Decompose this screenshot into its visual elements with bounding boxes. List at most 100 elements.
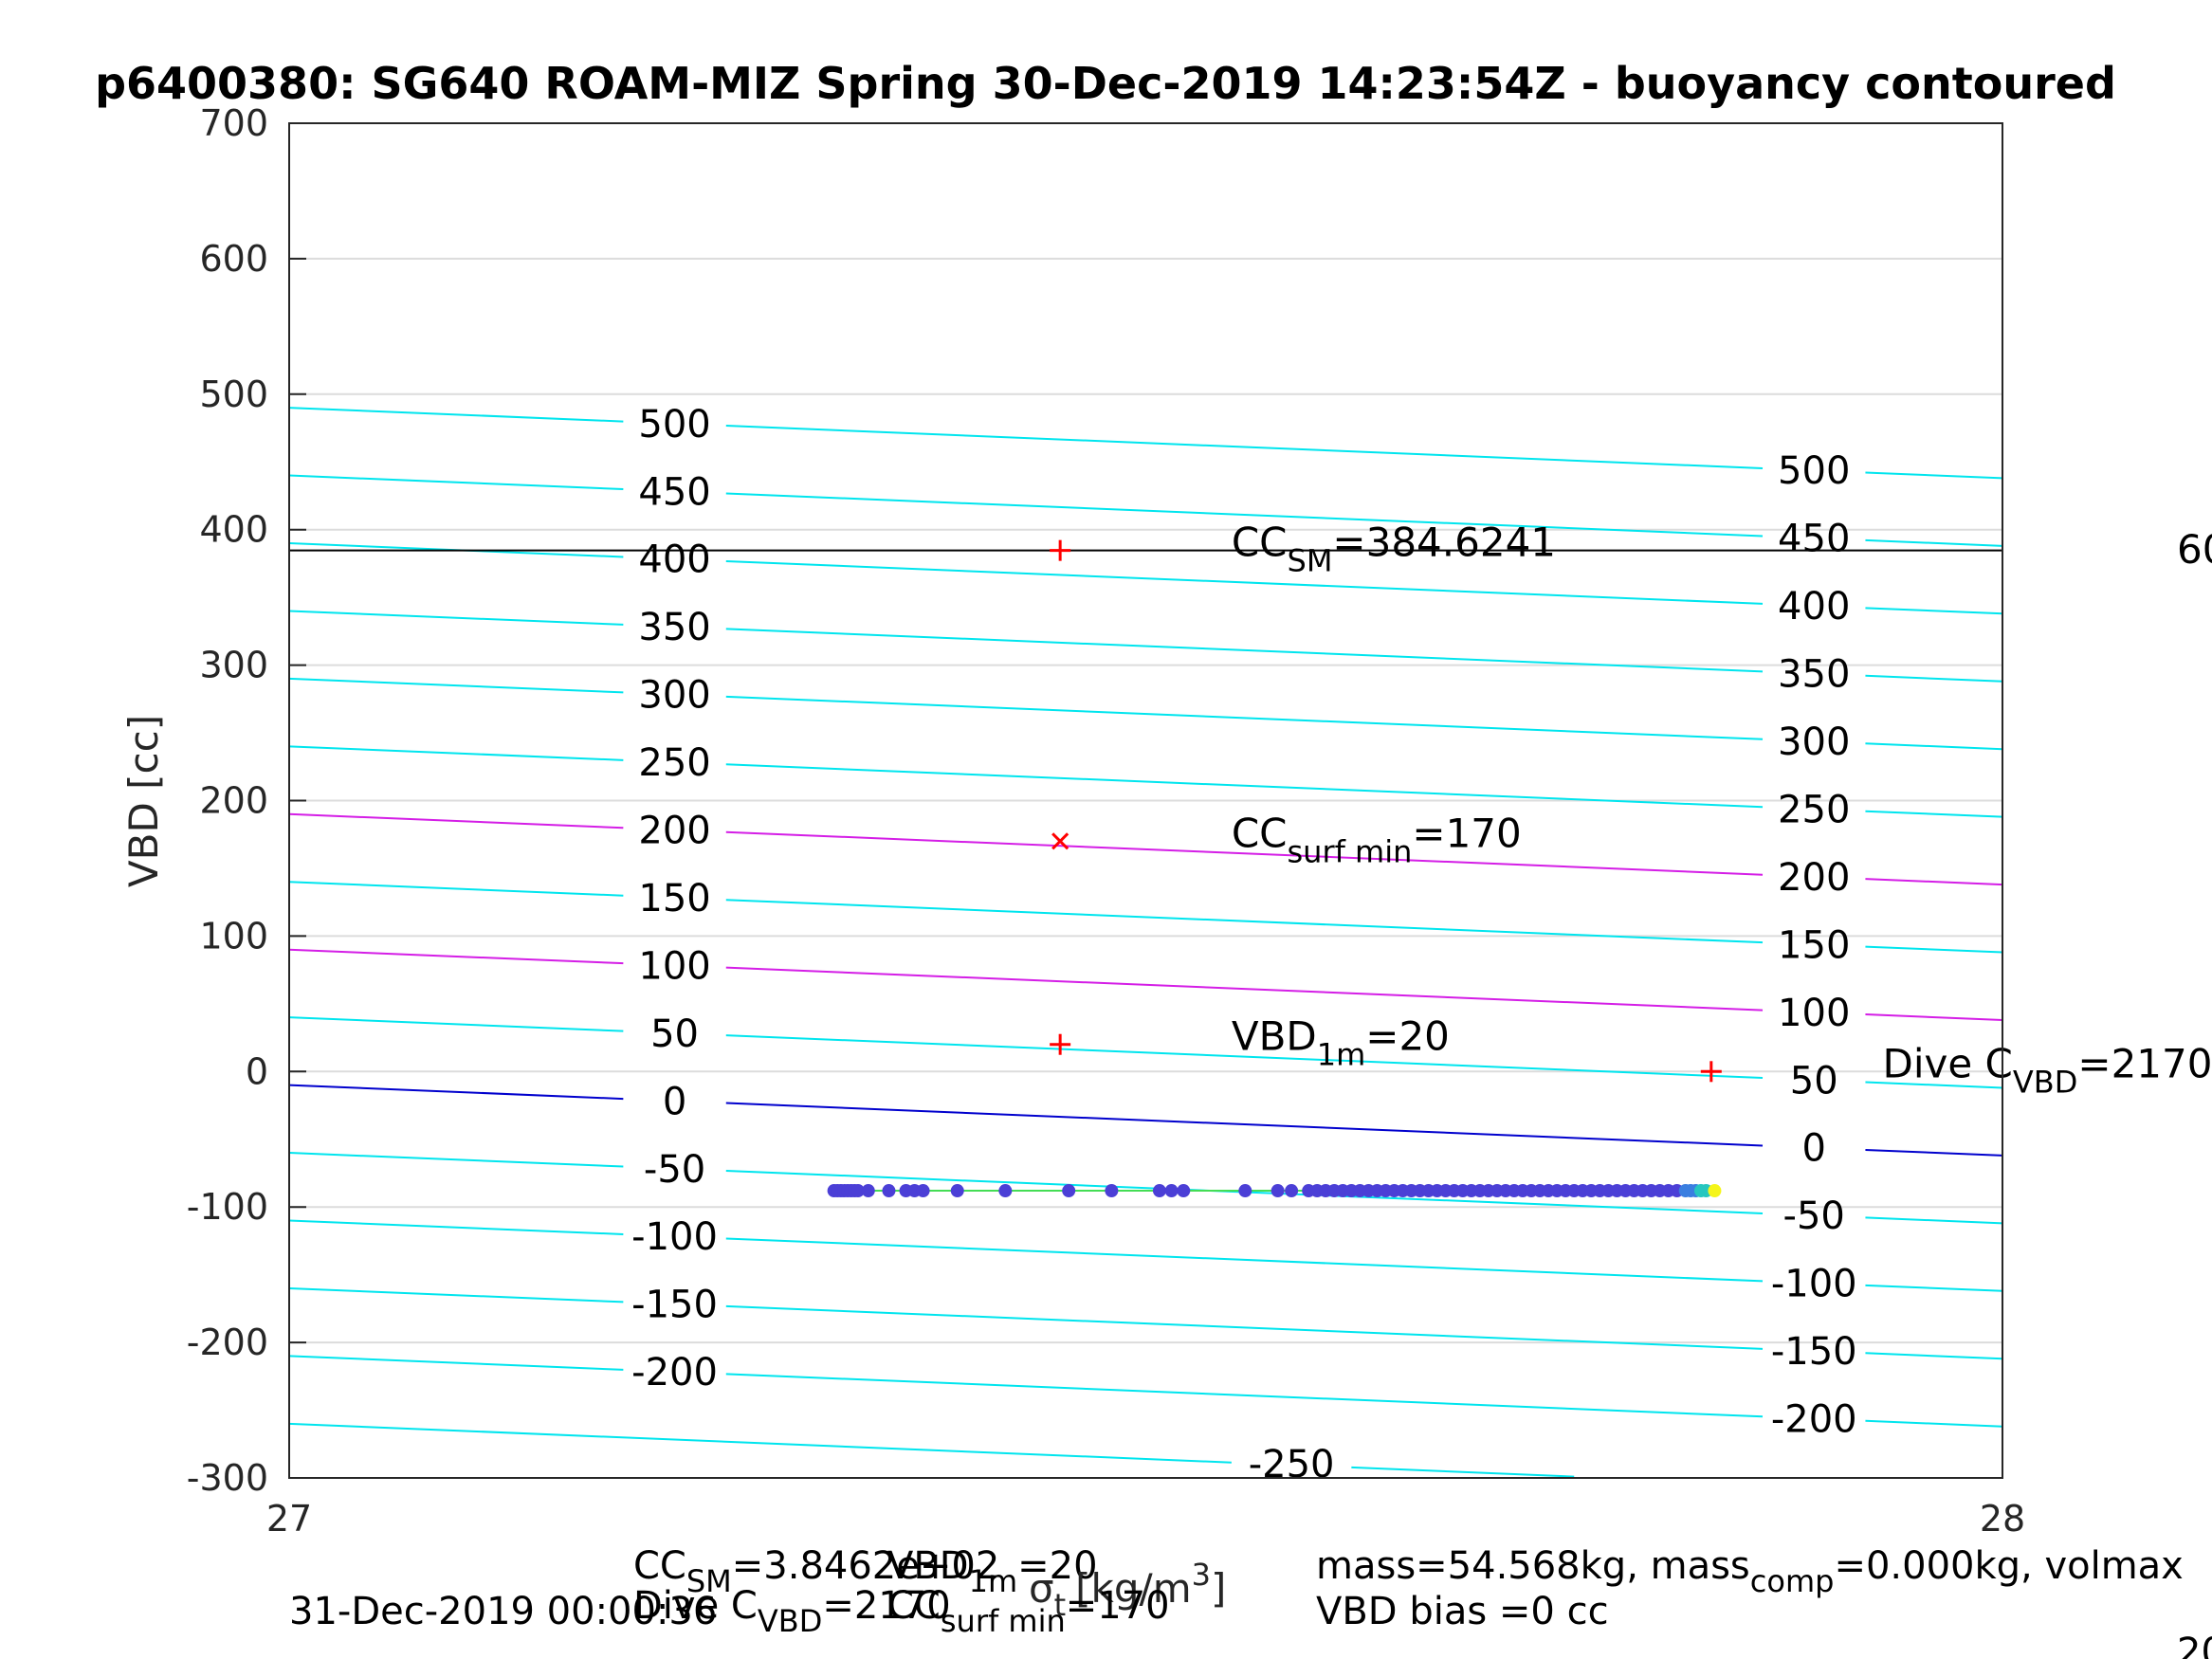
contour-line	[288, 407, 624, 423]
footer-date: 31-Dec-2019 00:00:36	[289, 1590, 717, 1633]
contour-label: 350	[1778, 653, 1850, 697]
y-tick-label: 400	[199, 509, 268, 551]
contour-label: -50	[644, 1148, 705, 1192]
contour-line	[725, 966, 1764, 1012]
contour-line	[725, 763, 1764, 809]
y-tick-label: 300	[199, 645, 268, 686]
contour-label: 50	[1790, 1059, 1838, 1103]
contour-line	[725, 425, 1764, 469]
contour-line	[725, 1237, 1764, 1283]
contour-label: 0	[663, 1080, 686, 1123]
observation-point	[916, 1184, 930, 1198]
contour-line	[288, 1219, 624, 1235]
contour-line	[1865, 1216, 2003, 1225]
contour-label: -50	[1783, 1194, 1845, 1238]
contour-label: 400	[1778, 585, 1850, 629]
contour-line	[288, 1355, 624, 1371]
contour-label: 200	[1778, 856, 1850, 900]
contour-line	[1865, 945, 2003, 954]
y-tick-label: -200	[187, 1322, 268, 1363]
contour-line	[288, 1084, 624, 1101]
contour-line	[1865, 1081, 2003, 1089]
contour-label: 400	[638, 538, 710, 582]
observation-point	[1271, 1184, 1285, 1198]
contour-line	[1865, 810, 2003, 818]
contour-line	[1865, 1284, 2003, 1292]
observation-point	[1238, 1184, 1252, 1198]
contour-line	[1865, 742, 2003, 751]
contour-label: -100	[1771, 1263, 1857, 1306]
contour-line	[725, 559, 1764, 605]
markers	[1050, 539, 1722, 1083]
contour-label: -200	[1771, 1398, 1857, 1442]
observation-point	[998, 1184, 1013, 1198]
x-tick-label: 27	[266, 1498, 312, 1540]
y-tick-label: 100	[199, 915, 268, 957]
contour-label: -200	[631, 1351, 718, 1395]
contour-line	[725, 899, 1764, 944]
contour-line	[1865, 1419, 2003, 1428]
footer-ccsurfmin: CCsurf min=170	[887, 1584, 1170, 1639]
contour-line	[1865, 878, 2003, 886]
marker-cross	[1051, 832, 1069, 850]
contour-line	[288, 1422, 1232, 1464]
x-tick-label: 28	[1980, 1498, 2025, 1540]
y-axis-label: VBD [cc]	[120, 715, 167, 887]
right-clipped-label: 60	[2177, 526, 2212, 573]
contour-label: -100	[631, 1215, 718, 1259]
contour-label: 250	[638, 741, 710, 785]
contour-label: 500	[1778, 449, 1850, 493]
contour-label: 300	[1778, 720, 1850, 764]
contour-label: 50	[650, 1012, 699, 1056]
observation-point	[882, 1184, 896, 1198]
observation-point	[1062, 1184, 1076, 1198]
contour-label: -150	[631, 1284, 718, 1327]
contour-label: 0	[1802, 1127, 1826, 1171]
contour-line	[288, 610, 624, 626]
observation-point	[1285, 1184, 1299, 1198]
footer-ccsm: CCSM=3.8462e+02	[633, 1544, 999, 1599]
annotation-label: CCSM=384.6241	[1232, 520, 1556, 579]
contour-line	[1865, 471, 2003, 480]
contour-line	[1865, 1013, 2003, 1021]
contour-line	[1865, 1148, 2003, 1157]
y-tick-label: 200	[199, 780, 268, 822]
footer-dive-cvbd: Dive CVBD=2170	[633, 1584, 951, 1639]
contour-line	[288, 881, 624, 897]
contour-line	[725, 628, 1764, 673]
contour-line	[1865, 538, 2003, 547]
contour-line	[1865, 607, 2003, 615]
contour-line	[288, 745, 624, 761]
y-tick-label: 600	[199, 238, 268, 280]
marker-plus	[1050, 1033, 1071, 1055]
annotations: CCSM=384.6241 CCsurf min=170 VBD1m=20 Dive …	[1232, 520, 2212, 1101]
contour-label: 100	[1778, 992, 1850, 1035]
contour-line	[725, 1304, 1764, 1350]
footer-vbd1m: VBD1m=20	[887, 1544, 1098, 1599]
contour-line	[1351, 1466, 1575, 1478]
observation-point	[1708, 1184, 1722, 1198]
y-tick-label: -100	[187, 1186, 268, 1228]
contour-label: 100	[638, 944, 710, 988]
y-tick-label: 500	[199, 374, 268, 415]
footer: CCSM=3.8462e+02 VBD1m=20 σt [kg/m3] 31-De…	[289, 1544, 2212, 1659]
contour-line	[288, 1286, 624, 1304]
contour-label: -250	[1249, 1443, 1335, 1486]
x-axis-ticks: 27 28	[266, 1461, 2025, 1540]
contour-label: 450	[638, 470, 710, 514]
contour-line	[288, 677, 624, 694]
contour-line	[725, 1373, 1764, 1418]
observation-point	[1177, 1184, 1191, 1198]
marker-plus	[1050, 539, 1071, 561]
contour-line	[288, 474, 624, 491]
observation-point	[861, 1184, 875, 1198]
contour-label: 150	[1778, 923, 1850, 967]
contour-line	[1865, 1352, 2003, 1360]
x-axis-label: σt [kg/m3]	[1029, 1557, 1226, 1623]
contour-label: 350	[638, 606, 710, 649]
observation-point	[1152, 1184, 1166, 1198]
contour-line	[725, 830, 1764, 876]
footer-mass: mass=54.568kg, masscomp=0.000kg, volmax	[1316, 1544, 2184, 1599]
annotation-label: CCsurf min=170	[1232, 810, 1522, 869]
